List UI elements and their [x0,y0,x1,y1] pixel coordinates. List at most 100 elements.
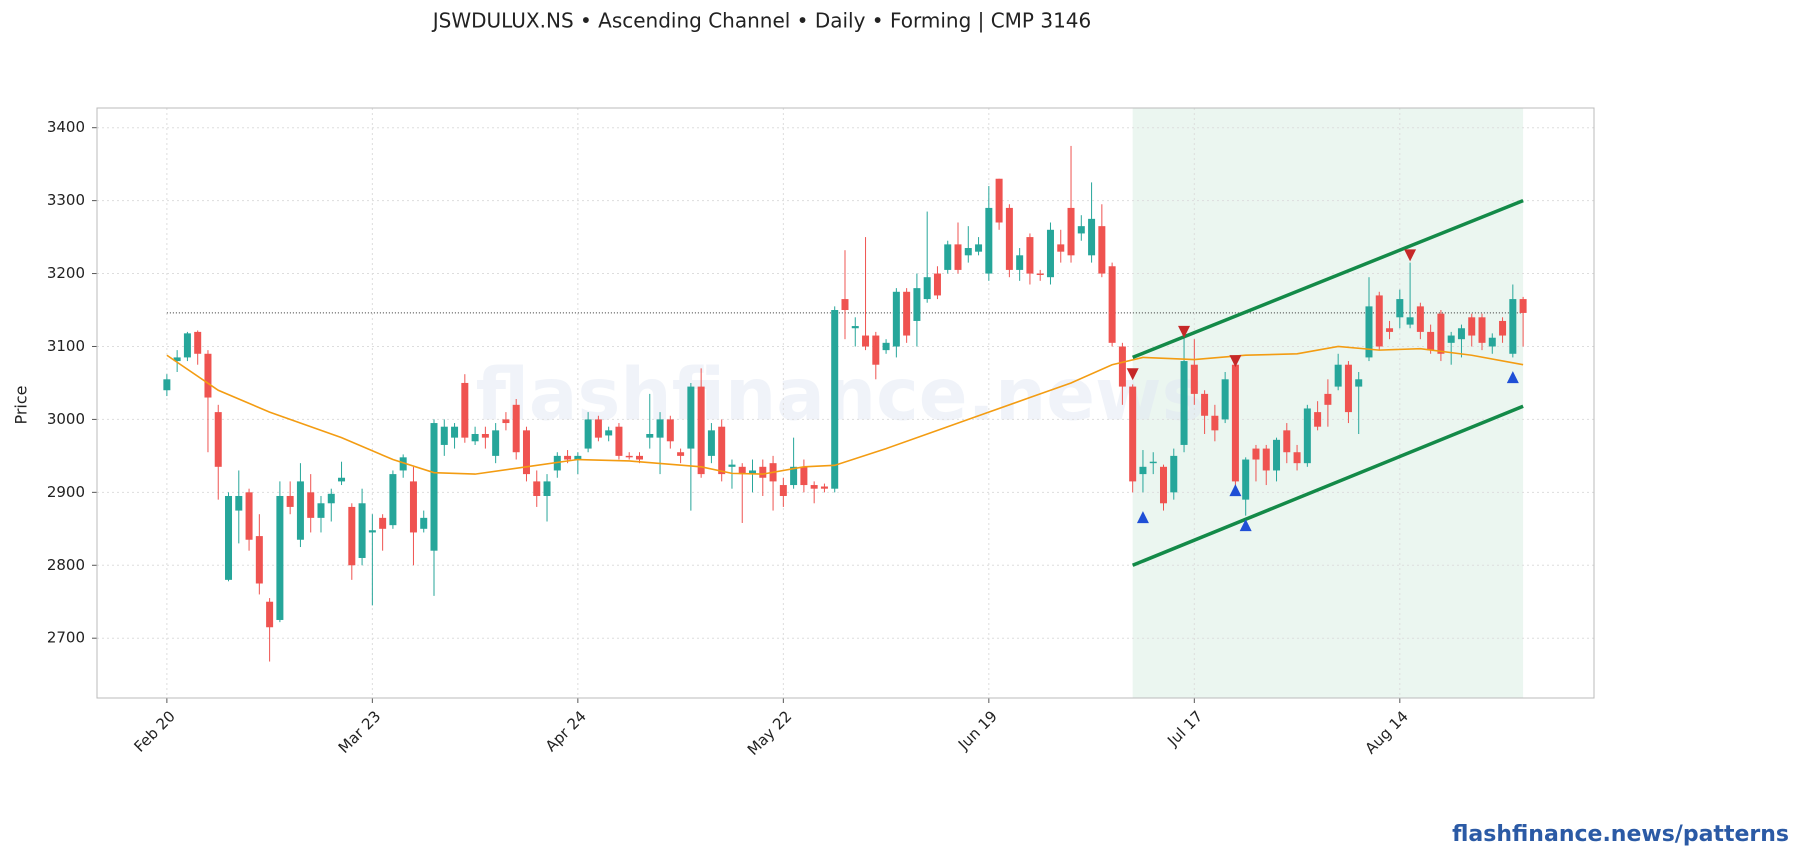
candle-body [461,382,469,438]
candle-body [975,244,983,252]
candle-body [1416,306,1424,332]
candle-body [666,419,674,442]
candle-body [522,430,530,475]
candle-body [933,273,941,296]
candle-body [296,481,304,540]
candle-body [841,299,849,311]
swing-low-marker [1506,371,1519,384]
candle-body [1447,335,1455,343]
candle-body [399,457,407,471]
candle-body [677,452,685,456]
candle-body [1221,379,1229,420]
candle-body [368,530,376,533]
candle-body [255,536,263,584]
x-tick-label: May 22 [744,707,796,759]
candle-body [1067,207,1075,256]
candle-body [625,455,633,458]
footer: flashfinance.news/patterns [1452,822,1789,847]
x-tick-label: Feb 20 [130,707,178,755]
candle-body [338,477,346,482]
candle-body [594,419,602,438]
candle-body [605,430,613,436]
candle-body [1180,361,1188,445]
candle-body [214,412,222,467]
x-tick-label: Apr 24 [542,707,590,755]
candle-body [954,244,962,270]
channel-lower [1132,404,1524,567]
candle-body [1108,266,1116,343]
candle-body [985,207,993,274]
candle-body [1252,448,1260,460]
candle-body [1118,346,1126,387]
candle-body [1355,379,1363,387]
candle-body [440,426,448,445]
swing-high-marker [1178,325,1191,338]
candle-body [800,466,808,486]
candle-body [358,503,366,558]
candle-body [471,433,479,442]
candle-body [1190,364,1198,394]
candle-body [163,379,171,391]
candle-body [1386,328,1394,332]
candle-body [1262,448,1270,471]
candle-body [995,178,1003,223]
candle-body [1057,244,1065,252]
candle-body [451,426,459,438]
candle-body [749,470,757,475]
y-tick-label: 3300 [47,191,85,209]
candle-body [779,485,787,496]
candle-body [1129,386,1137,482]
x-tick-label: Mar 23 [335,707,385,757]
candle-body [225,495,233,580]
candle-body [1046,229,1054,278]
candle-body [533,481,541,496]
candle-body [1406,317,1414,325]
candle-body [420,517,428,529]
candle-body [707,430,715,456]
candle-body [1139,466,1147,475]
candle-body [1201,393,1209,416]
x-tick-label: Jul 17 [1163,707,1206,750]
candle-body [882,342,890,351]
candle-body [1005,207,1013,270]
candle-body [348,506,356,566]
candle-body [1088,218,1096,256]
candle-body [1231,364,1239,482]
candle-body [1242,459,1250,500]
candle-body [276,495,284,620]
y-tick-label: 2900 [47,483,85,501]
candle-body [1488,337,1496,347]
candle-body [872,335,880,365]
candle-body [1026,237,1034,274]
candle-body [204,353,212,398]
candle-body [1324,393,1332,405]
candle-body [389,474,397,526]
swing-low-marker [1229,484,1242,497]
candle-body [1478,317,1486,343]
candle-body [1211,415,1219,431]
sma-line [166,345,1524,475]
candle-body [1427,331,1435,351]
candle-body [635,455,643,460]
candle-body [1344,364,1352,413]
candle-body [903,291,911,336]
swing-high-marker [1404,249,1417,262]
candle-body [1396,299,1404,318]
candle-body [409,481,417,533]
candle-body [1036,273,1044,276]
candle-body [738,466,746,475]
candle-body [892,291,900,347]
candle-body [1303,408,1311,464]
candle-body [183,333,191,358]
swing-low-marker [1136,511,1149,524]
candle-body [564,455,572,460]
candle-body [1499,320,1507,336]
candle-body [1468,317,1476,336]
candle-body [481,433,489,438]
candle-body [831,310,839,489]
candle-body [718,426,726,475]
candle-body [1149,461,1157,464]
candle-body [728,464,736,467]
candle-body [790,466,798,486]
